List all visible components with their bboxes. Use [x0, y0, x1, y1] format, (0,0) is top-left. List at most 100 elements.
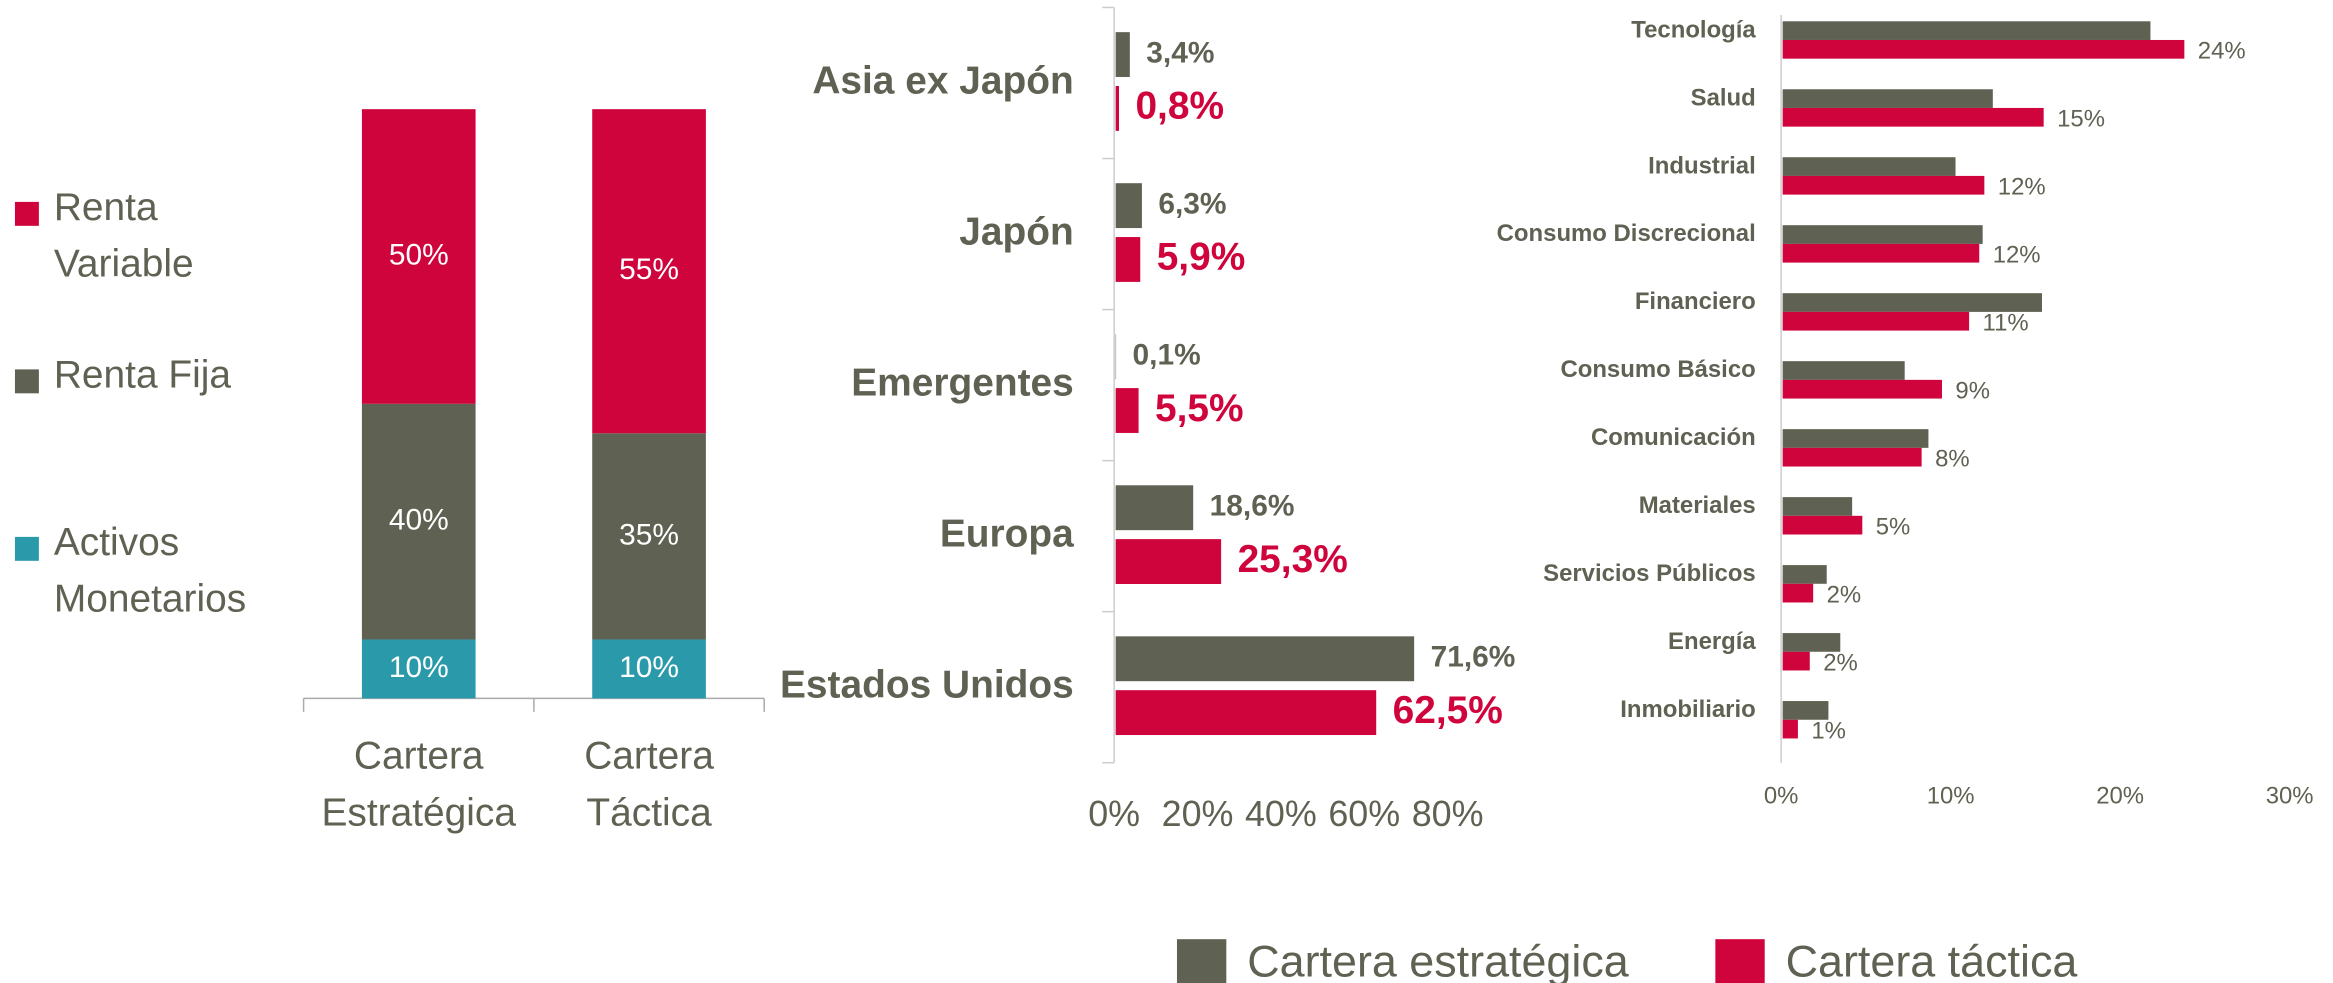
- y-tick-label: Financiero: [1635, 288, 1756, 315]
- legend-label: Renta Fija: [53, 351, 232, 397]
- bar: [1115, 636, 1415, 682]
- x-tick-label-box: Cartera Táctica: [584, 732, 714, 835]
- value-label: 71,6%: [1431, 641, 1516, 674]
- value-label: 50%: [389, 238, 449, 271]
- bar: [1115, 690, 1377, 736]
- bar: [1782, 175, 1985, 195]
- bar: [1115, 85, 1119, 131]
- bar: [1782, 379, 1942, 399]
- bar-segment: [361, 639, 476, 699]
- value-label: 11%: [1983, 310, 2029, 337]
- value-label: 24%: [2198, 38, 2246, 65]
- legend-label: Cartera táctica: [1786, 935, 2078, 983]
- value-label: 15%: [2057, 106, 2105, 133]
- y-tick-label: Asia ex Japón: [812, 59, 1073, 102]
- bar: [1115, 183, 1142, 229]
- x-tick-label: 0%: [1764, 782, 1799, 809]
- y-tick-label: Inmobiliario: [1620, 696, 1755, 723]
- value-label: 8%: [1935, 445, 1970, 472]
- x-tick-label: Cartera Estratégica: [321, 732, 516, 835]
- legend-label-box: Activos Monetarios: [53, 518, 247, 621]
- legend-swatch: [1176, 939, 1227, 983]
- x-tick-label: 30%: [2266, 782, 2314, 809]
- legend-label-box: Renta Fija: [53, 351, 232, 397]
- x-tick-label: 60%: [1328, 794, 1400, 834]
- y-tick-label: Japón: [959, 210, 1073, 253]
- legend-label-box: Renta Variable: [53, 183, 194, 286]
- value-label: 40%: [389, 504, 449, 537]
- y-tick-label: Materiales: [1639, 492, 1756, 519]
- value-label: 2%: [1827, 581, 1862, 608]
- legend-label: Activos Monetarios: [53, 518, 247, 621]
- x-tick-label: 20%: [2096, 782, 2144, 809]
- y-tick-label: Tecnología: [1631, 16, 1756, 43]
- bar: [1782, 447, 1922, 467]
- bar-segment: [592, 109, 706, 434]
- y-tick-label: Europa: [940, 512, 1074, 555]
- y-tick-label: Consumo Básico: [1560, 356, 1755, 383]
- bar: [1782, 497, 1853, 516]
- bar-segment: [592, 433, 706, 640]
- x-tick-label-box: Cartera Estratégica: [321, 732, 516, 835]
- bar: [1782, 243, 1980, 263]
- bar: [1782, 701, 1829, 720]
- bar: [1782, 583, 1814, 603]
- bar: [1782, 225, 1983, 244]
- bar: [1782, 39, 2185, 59]
- y-tick-label: Emergentes: [851, 361, 1074, 404]
- legend-swatch: [14, 201, 39, 226]
- value-label: 25,3%: [1238, 538, 1348, 581]
- legend-swatch: [14, 536, 39, 561]
- legend-label: Renta Variable: [53, 183, 194, 286]
- bar: [1782, 293, 2042, 312]
- y-tick-label: Estados Unidos: [780, 663, 1074, 706]
- bar: [1115, 388, 1139, 433]
- value-label: 62,5%: [1393, 689, 1503, 732]
- y-tick-label: Consumo Discrecional: [1497, 220, 1756, 247]
- x-tick-label: 20%: [1162, 794, 1234, 834]
- bar: [1782, 429, 1929, 448]
- bar: [1115, 539, 1222, 584]
- bar: [1782, 651, 1810, 671]
- bar-segment: [361, 403, 476, 640]
- bar: [1782, 311, 1970, 331]
- y-tick-label: Salud: [1691, 84, 1756, 111]
- legend-swatch: [1715, 939, 1765, 983]
- bar: [1782, 633, 1841, 652]
- value-label: 5,5%: [1155, 387, 1244, 430]
- bar: [1782, 89, 1993, 108]
- x-tick-label: Cartera Táctica: [584, 732, 714, 835]
- value-label: 12%: [1993, 242, 2041, 269]
- x-tick-label: 80%: [1412, 794, 1484, 834]
- y-tick-label: Energía: [1668, 628, 1756, 655]
- x-tick-label: 10%: [1927, 782, 1975, 809]
- bar: [1115, 237, 1141, 282]
- legend-label: Cartera estratégica: [1247, 935, 1629, 983]
- bar: [1782, 515, 1863, 535]
- bar: [1782, 107, 2044, 127]
- y-tick-label: Industrial: [1648, 152, 1756, 179]
- bar: [1782, 361, 1905, 380]
- value-label: 5,9%: [1157, 236, 1246, 279]
- bar: [1782, 719, 1798, 739]
- bar: [1782, 565, 1827, 584]
- value-label: 0,1%: [1133, 339, 1201, 372]
- value-label: 0,8%: [1135, 85, 1224, 128]
- bar-segment: [361, 109, 476, 404]
- y-tick-label: Servicios Públicos: [1543, 560, 1756, 587]
- bar: [1115, 485, 1194, 531]
- value-label: 2%: [1823, 649, 1858, 676]
- y-tick-label: Comunicación: [1591, 424, 1756, 451]
- value-label: 1%: [1811, 717, 1846, 744]
- bar-segment: [592, 639, 706, 699]
- value-label: 55%: [619, 253, 679, 286]
- bar: [1782, 157, 1956, 176]
- value-label: 35%: [619, 518, 679, 551]
- value-label: 10%: [619, 651, 679, 684]
- value-label: 3,4%: [1146, 36, 1214, 69]
- value-label: 9%: [1955, 378, 1990, 405]
- x-tick-label: 0%: [1088, 794, 1140, 834]
- legend-swatch: [14, 369, 39, 394]
